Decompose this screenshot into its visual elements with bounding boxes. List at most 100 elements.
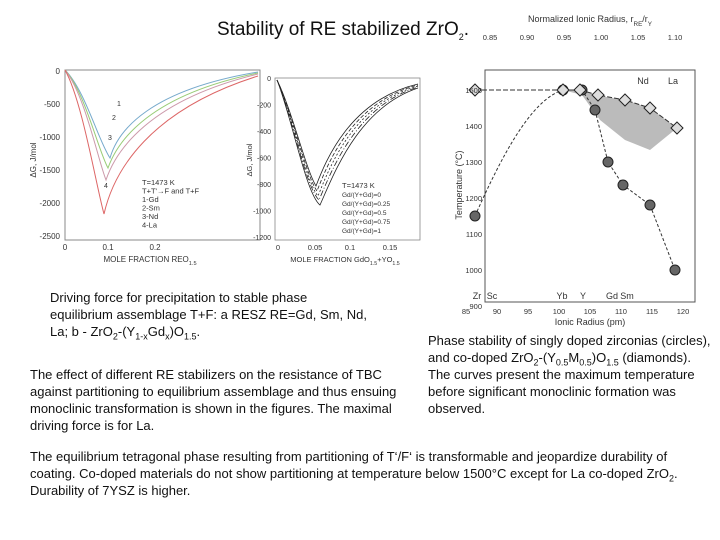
top-tick-label: 1.10 xyxy=(668,33,683,42)
y-tick-label: -500 xyxy=(44,100,61,109)
y-tick-label: 0 xyxy=(56,67,61,76)
caption: Phase stability of singly doped zirconia… xyxy=(428,332,714,417)
x-tick-label: 0.1 xyxy=(102,243,114,252)
top-tick-label: 0.90 xyxy=(520,33,535,42)
paragraph: The equilibrium tetragonal phase resulti… xyxy=(30,448,710,499)
top-tick-label: 0.85 xyxy=(483,33,498,42)
element-label: Y xyxy=(580,291,586,301)
x-tick-label: 115 xyxy=(646,307,658,316)
x-tick-label: 0.1 xyxy=(345,243,355,252)
text-run: 1.5 xyxy=(392,261,399,267)
text-run: Gd xyxy=(147,324,166,339)
element-label: Sm xyxy=(620,291,634,301)
element-label: Sc xyxy=(487,291,498,301)
y-axis-label: ΔG, J/mol xyxy=(245,143,254,176)
legend-entry: Gd/(Y+Gd)=0.75 xyxy=(342,219,390,226)
legend-entry: T=1473 K xyxy=(142,178,175,187)
marker xyxy=(468,83,684,135)
text-run: 0.5 xyxy=(579,357,592,368)
y-axis-label: ΔG, J/mol xyxy=(29,142,38,177)
figure-a xyxy=(64,69,261,241)
y-tick-label: 1000 xyxy=(465,266,482,275)
element-label: Zr xyxy=(473,291,482,301)
legend-entry: 2-Sm xyxy=(142,204,160,213)
text-run: The equilibrium tetragonal phase resulti… xyxy=(30,449,669,481)
y-tick-label: -2000 xyxy=(40,199,61,208)
x-tick-label: 0 xyxy=(63,243,68,252)
y-tick-label: -600 xyxy=(257,156,271,163)
text-run: M xyxy=(568,350,580,365)
legend-entry: 3-Nd xyxy=(142,212,158,221)
legend-entry: 4-La xyxy=(142,221,158,230)
text-run: -(Y xyxy=(117,324,136,339)
curve-label: 1 xyxy=(117,101,121,108)
text-run: 1.5 xyxy=(189,261,197,267)
slide-title: Stability of RE stabilized ZrO2. xyxy=(0,18,686,42)
y-tick-label: -1200 xyxy=(253,235,271,242)
text-run: 1.5 xyxy=(606,357,619,368)
x-tick-label: 95 xyxy=(524,307,532,316)
legend-entry: Gd/(Y+Gd)=0 xyxy=(342,192,381,199)
curve xyxy=(276,79,419,201)
y-tick-label: -1000 xyxy=(40,133,61,142)
y-axis-label: Temperature (°C) xyxy=(454,150,464,219)
element-label: Nd xyxy=(637,76,649,86)
y-tick-label: -400 xyxy=(257,129,271,136)
legend-entry: T=1473 K xyxy=(342,181,375,190)
legend-entry: 1-Gd xyxy=(142,195,159,204)
text-run: +YO xyxy=(377,255,392,264)
diamonds xyxy=(468,83,684,135)
element-label: La xyxy=(668,76,678,86)
curve xyxy=(474,89,676,271)
curve xyxy=(276,79,419,187)
legend-entry: Gd/(Y+Gd)=0.5 xyxy=(342,210,387,217)
element-label: Yb xyxy=(556,291,567,301)
marker xyxy=(644,199,656,211)
y-tick-label: 1300 xyxy=(465,158,482,167)
figure-c xyxy=(468,69,696,303)
curve xyxy=(276,79,419,192)
x-tick-label: 110 xyxy=(615,307,627,316)
x-tick-label: 0.05 xyxy=(308,243,323,252)
curve-label: 3 xyxy=(108,135,112,142)
text-run: Phase stability of singly doped zirconia… xyxy=(428,333,711,365)
paragraph: The effect of different RE stabilizers o… xyxy=(30,366,400,434)
x-axis-label: Ionic Radius (pm) xyxy=(555,317,626,327)
legend-entry: Gd/(Y+Gd)=0.25 xyxy=(342,201,390,208)
marker xyxy=(469,210,481,222)
curve xyxy=(276,79,419,197)
plot-frame xyxy=(484,69,696,303)
x-tick-label: 0.2 xyxy=(149,243,161,252)
text-run: . xyxy=(463,19,470,40)
text-run: /r xyxy=(642,14,648,24)
y-tick-label: 1500 xyxy=(465,86,482,95)
y-tick-label: 1200 xyxy=(465,194,482,203)
x-axis-label: MOLE FRACTION GdO1.5+YO1.5 xyxy=(290,255,400,267)
x-tick-label: 105 xyxy=(584,307,597,316)
top-tick-label: 1.00 xyxy=(594,33,609,42)
x-tick-label: 120 xyxy=(677,307,690,316)
curve xyxy=(64,69,259,160)
text-run: (diamonds). The curves present the maxim… xyxy=(428,350,695,416)
text-run: -(Y xyxy=(538,350,556,365)
x-tick-label: 90 xyxy=(493,307,501,316)
marker xyxy=(617,179,629,191)
curve-label: 4 xyxy=(104,183,108,190)
shaded-region xyxy=(563,90,677,150)
curve xyxy=(64,69,259,215)
text-run: . Durability of 7YSZ is higher. xyxy=(30,466,678,498)
y-tick-label: 900 xyxy=(469,302,482,311)
text-run: 2 xyxy=(458,31,464,42)
top-tick-label: 1.05 xyxy=(631,33,646,42)
element-label: Gd xyxy=(606,291,618,301)
text-run: 2 xyxy=(533,357,539,368)
text-run: Normalized Ionic Radius, r xyxy=(528,14,634,24)
x-axis-label: MOLE FRACTION REO1.5 xyxy=(103,255,196,267)
text-run: Driving force for precipitation to stabl… xyxy=(50,290,367,339)
plot-frame xyxy=(64,69,261,241)
y-tick-label: -2500 xyxy=(40,232,61,241)
y-tick-label: 1100 xyxy=(466,230,482,239)
text-run: Y xyxy=(648,21,653,28)
y-tick-label: 1400 xyxy=(465,122,482,131)
text-run: The effect of different RE stabilizers o… xyxy=(30,367,397,433)
